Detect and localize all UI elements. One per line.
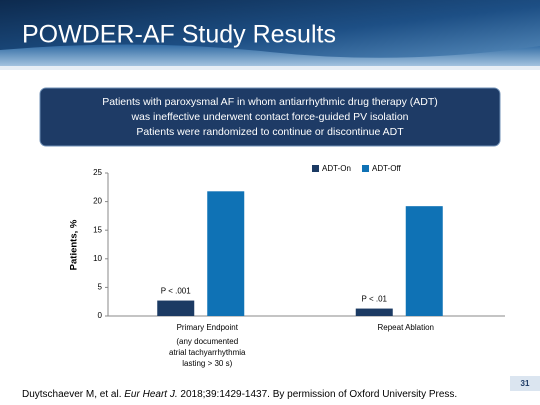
y-tick-label: 10 — [93, 254, 102, 263]
bar — [355, 308, 393, 316]
citation-journal: Eur Heart J. — [124, 389, 177, 400]
bar — [207, 191, 245, 316]
bar — [405, 206, 443, 316]
citation-rest: 2018;39:1429-1437. By permission of Oxfo… — [180, 389, 457, 400]
info-line: was ineffective underwent contact force-… — [130, 111, 408, 123]
bar — [157, 300, 195, 316]
x-tick-label: Repeat Ablation — [378, 323, 435, 332]
citation: Duytschaever M, et al. Eur Heart J. 2018… — [22, 389, 457, 400]
info-box — [39, 87, 501, 147]
slide-title: POWDER-AF Study Results — [22, 21, 336, 49]
category-note: lasting > 30 s) — [182, 359, 232, 368]
y-tick-label: 25 — [93, 168, 102, 177]
info-line: Patients were randomized to continue or … — [136, 126, 404, 138]
y-axis-label: Patients, % — [69, 219, 80, 270]
category-note: atrial tachyarrhythmia — [169, 348, 246, 357]
legend-swatch — [362, 165, 369, 172]
y-tick-label: 15 — [93, 225, 102, 234]
page-number-box — [510, 376, 540, 391]
legend-label: ADT-Off — [372, 164, 402, 173]
x-tick-label: Primary Endpoint — [177, 323, 239, 332]
citation-authors: Duytschaever M, et al. — [22, 389, 121, 400]
p-value: P < .01 — [362, 295, 388, 304]
y-tick-label: 20 — [93, 197, 102, 206]
category-note: (any documented — [176, 337, 238, 346]
header-wave — [0, 44, 540, 70]
legend-swatch — [312, 165, 319, 172]
y-tick-label: 0 — [98, 311, 103, 320]
header-edge — [0, 66, 540, 70]
page-number: 31 — [521, 379, 530, 388]
y-tick-label: 5 — [98, 283, 103, 292]
p-value: P < .001 — [161, 287, 191, 296]
info-line: Patients with paroxysmal AF in whom anti… — [102, 96, 438, 108]
legend-label: ADT-On — [322, 164, 351, 173]
